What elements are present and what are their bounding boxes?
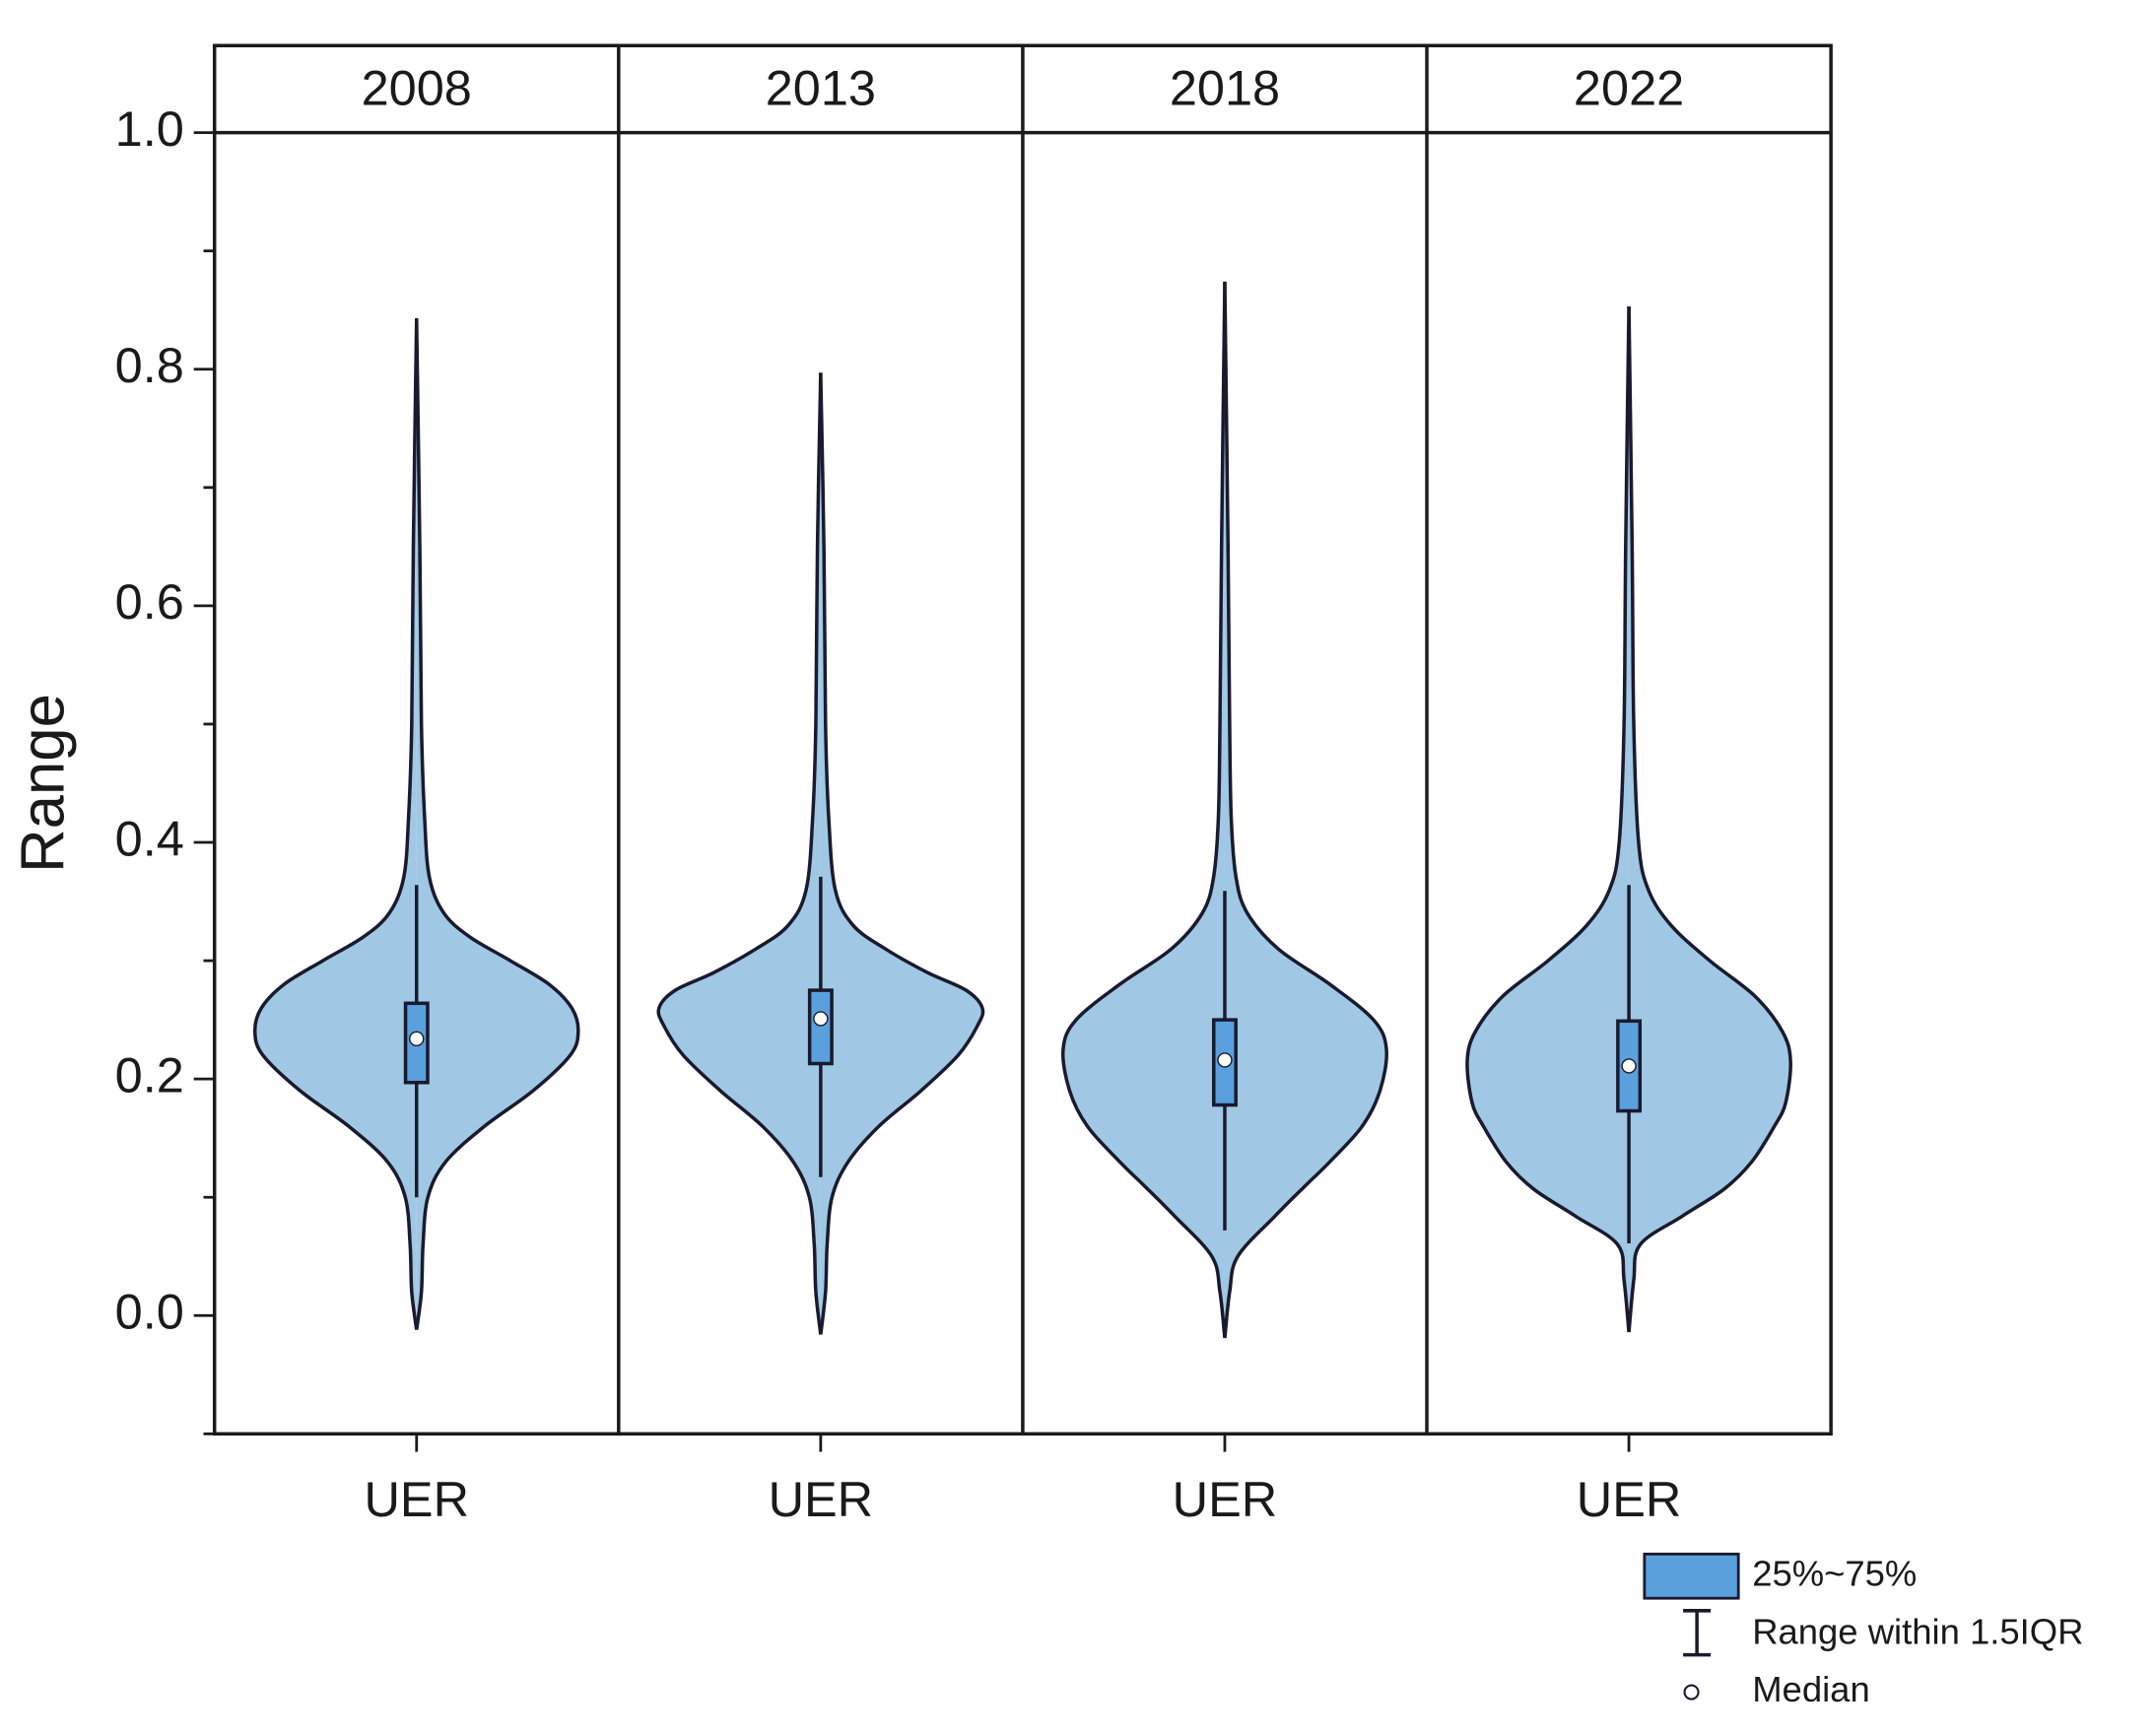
legend-label: 25%~75% [1752,1553,1917,1593]
violin-outline [1627,306,1792,1333]
y-tick-label: 0.0 [115,1284,184,1340]
y-tick-label: 0.6 [115,573,184,630]
x-tick-label: UER [364,1471,469,1527]
violin-outline [1060,281,1227,1339]
legend-box [1643,1552,1740,1600]
y-axis-label: Range [9,694,77,873]
y-tick-label: 1.0 [115,100,184,157]
violin-half [416,318,578,1330]
panel-title: 2008 [362,60,472,116]
violin-half [1629,306,1791,1333]
violin-half [820,372,983,1335]
violin-half [658,372,821,1335]
panel-title: 2013 [766,60,876,116]
y-tick-label: 0.4 [115,810,184,866]
panel-title: 2022 [1574,60,1684,116]
legend-median [1683,1684,1700,1701]
violin-outline [415,318,580,1330]
legend-label: Median [1752,1669,1870,1709]
legend-whisker [1683,1609,1712,1657]
y-tick-label: 0.8 [115,337,184,393]
median [1621,1058,1637,1074]
median [1217,1052,1233,1068]
violin-outline [252,318,419,1330]
panel-title: 2018 [1170,60,1280,116]
x-tick-label: UER [1577,1471,1682,1527]
violin-outline [1223,281,1388,1339]
violin-outline [819,372,985,1335]
violin-outline [656,372,823,1335]
violin-half [1224,281,1387,1339]
violin-outline [1465,306,1631,1333]
violin-half [254,318,417,1330]
violin-half [1466,306,1630,1333]
x-tick-label: UER [769,1471,874,1527]
legend-label: Range within 1.5IQR [1752,1611,2083,1651]
median [409,1031,425,1047]
y-tick-label: 0.2 [115,1046,184,1102]
violin-half [1062,281,1225,1339]
iqr-box [807,988,834,1066]
median [813,1011,829,1027]
x-tick-label: UER [1173,1471,1278,1527]
